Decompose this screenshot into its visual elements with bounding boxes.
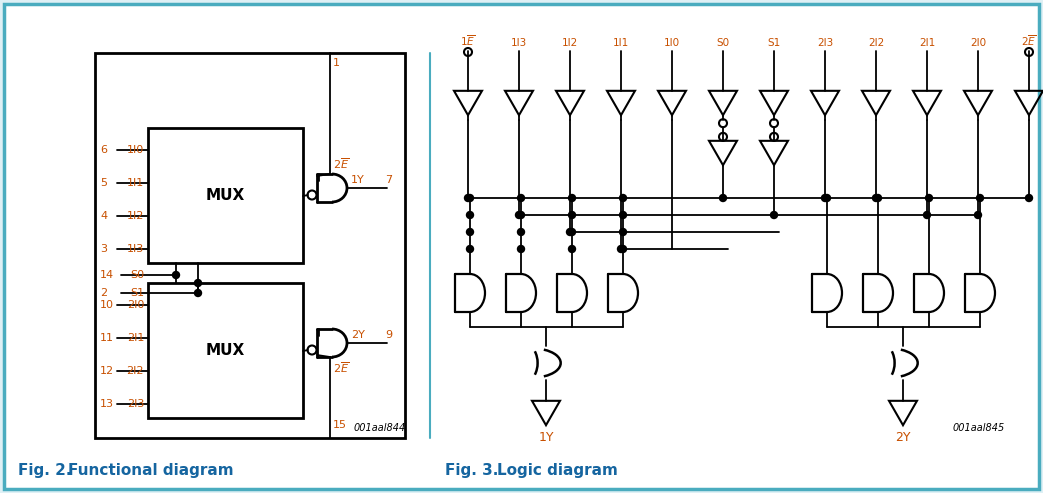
Circle shape <box>517 246 525 252</box>
Text: S0: S0 <box>130 270 144 280</box>
Text: MUX: MUX <box>205 343 245 358</box>
Text: 1: 1 <box>333 58 340 68</box>
Text: Logic diagram: Logic diagram <box>498 463 617 479</box>
Text: 2I1: 2I1 <box>919 38 936 48</box>
Circle shape <box>925 195 932 202</box>
Text: Fig. 2.: Fig. 2. <box>18 463 72 479</box>
Text: 1I2: 1I2 <box>562 38 578 48</box>
Text: 2I0: 2I0 <box>126 300 144 310</box>
Circle shape <box>517 211 525 218</box>
Text: 1I2: 1I2 <box>126 211 144 221</box>
Circle shape <box>771 211 777 218</box>
Circle shape <box>1025 195 1033 202</box>
Circle shape <box>620 211 627 218</box>
Text: 13: 13 <box>100 399 114 409</box>
Circle shape <box>464 195 471 202</box>
Text: S0: S0 <box>717 38 729 48</box>
Circle shape <box>194 280 201 286</box>
Text: 4: 4 <box>100 211 107 221</box>
Text: 7: 7 <box>385 175 392 185</box>
Text: 3: 3 <box>100 244 107 254</box>
Text: 2I3: 2I3 <box>126 399 144 409</box>
Text: 1I3: 1I3 <box>511 38 527 48</box>
Text: $1\overline{E}$: $1\overline{E}$ <box>460 33 476 48</box>
Text: 2Y: 2Y <box>895 431 911 444</box>
Circle shape <box>568 246 576 252</box>
Text: 1Y: 1Y <box>538 431 554 444</box>
Circle shape <box>466 228 474 236</box>
Circle shape <box>172 272 179 279</box>
Text: 1I1: 1I1 <box>613 38 629 48</box>
Circle shape <box>824 195 830 202</box>
Circle shape <box>568 195 576 202</box>
Bar <box>148 128 304 263</box>
Text: 6: 6 <box>100 145 107 155</box>
Text: Functional diagram: Functional diagram <box>68 463 234 479</box>
Circle shape <box>517 195 525 202</box>
Circle shape <box>874 195 881 202</box>
Text: $2\overline{E}$: $2\overline{E}$ <box>333 156 349 171</box>
Text: 2I1: 2I1 <box>126 333 144 343</box>
Circle shape <box>515 211 523 218</box>
Text: 10: 10 <box>100 300 114 310</box>
Text: 11: 11 <box>100 333 114 343</box>
Circle shape <box>568 211 576 218</box>
Text: 9: 9 <box>385 330 392 340</box>
Circle shape <box>466 246 474 252</box>
Text: 2Y: 2Y <box>351 330 365 340</box>
Circle shape <box>620 246 627 252</box>
Text: 1Y: 1Y <box>351 175 365 185</box>
Text: 2I2: 2I2 <box>868 38 884 48</box>
Bar <box>95 53 405 438</box>
Text: 2I3: 2I3 <box>817 38 833 48</box>
Circle shape <box>873 195 879 202</box>
Circle shape <box>466 211 474 218</box>
Text: 2I2: 2I2 <box>126 366 144 376</box>
Circle shape <box>822 195 828 202</box>
Bar <box>148 283 304 418</box>
Text: 1I0: 1I0 <box>664 38 680 48</box>
Text: S1: S1 <box>130 288 144 298</box>
Text: $2\overline{E}$: $2\overline{E}$ <box>333 360 349 375</box>
Circle shape <box>923 211 930 218</box>
Circle shape <box>620 228 627 236</box>
Text: MUX: MUX <box>205 188 245 203</box>
Text: S1: S1 <box>768 38 780 48</box>
Text: 1I0: 1I0 <box>127 145 144 155</box>
Circle shape <box>617 246 625 252</box>
Text: 001aal844: 001aal844 <box>354 423 406 433</box>
Text: 2: 2 <box>100 288 107 298</box>
Circle shape <box>568 228 576 236</box>
Text: $2\overline{E}$: $2\overline{E}$ <box>1021 33 1037 48</box>
Circle shape <box>720 195 727 202</box>
Text: 1I1: 1I1 <box>127 178 144 188</box>
Circle shape <box>566 228 574 236</box>
Text: 15: 15 <box>333 420 347 430</box>
FancyBboxPatch shape <box>4 4 1039 489</box>
Circle shape <box>517 228 525 236</box>
Text: 12: 12 <box>100 366 114 376</box>
Circle shape <box>466 195 474 202</box>
Text: 2I0: 2I0 <box>970 38 986 48</box>
Text: 1I3: 1I3 <box>127 244 144 254</box>
Circle shape <box>620 195 627 202</box>
Text: Fig. 3.: Fig. 3. <box>445 463 499 479</box>
Text: 14: 14 <box>100 270 114 280</box>
Circle shape <box>194 289 201 296</box>
Text: 5: 5 <box>100 178 107 188</box>
Text: 001aal845: 001aal845 <box>952 423 1005 433</box>
Circle shape <box>976 195 984 202</box>
Circle shape <box>974 211 981 218</box>
